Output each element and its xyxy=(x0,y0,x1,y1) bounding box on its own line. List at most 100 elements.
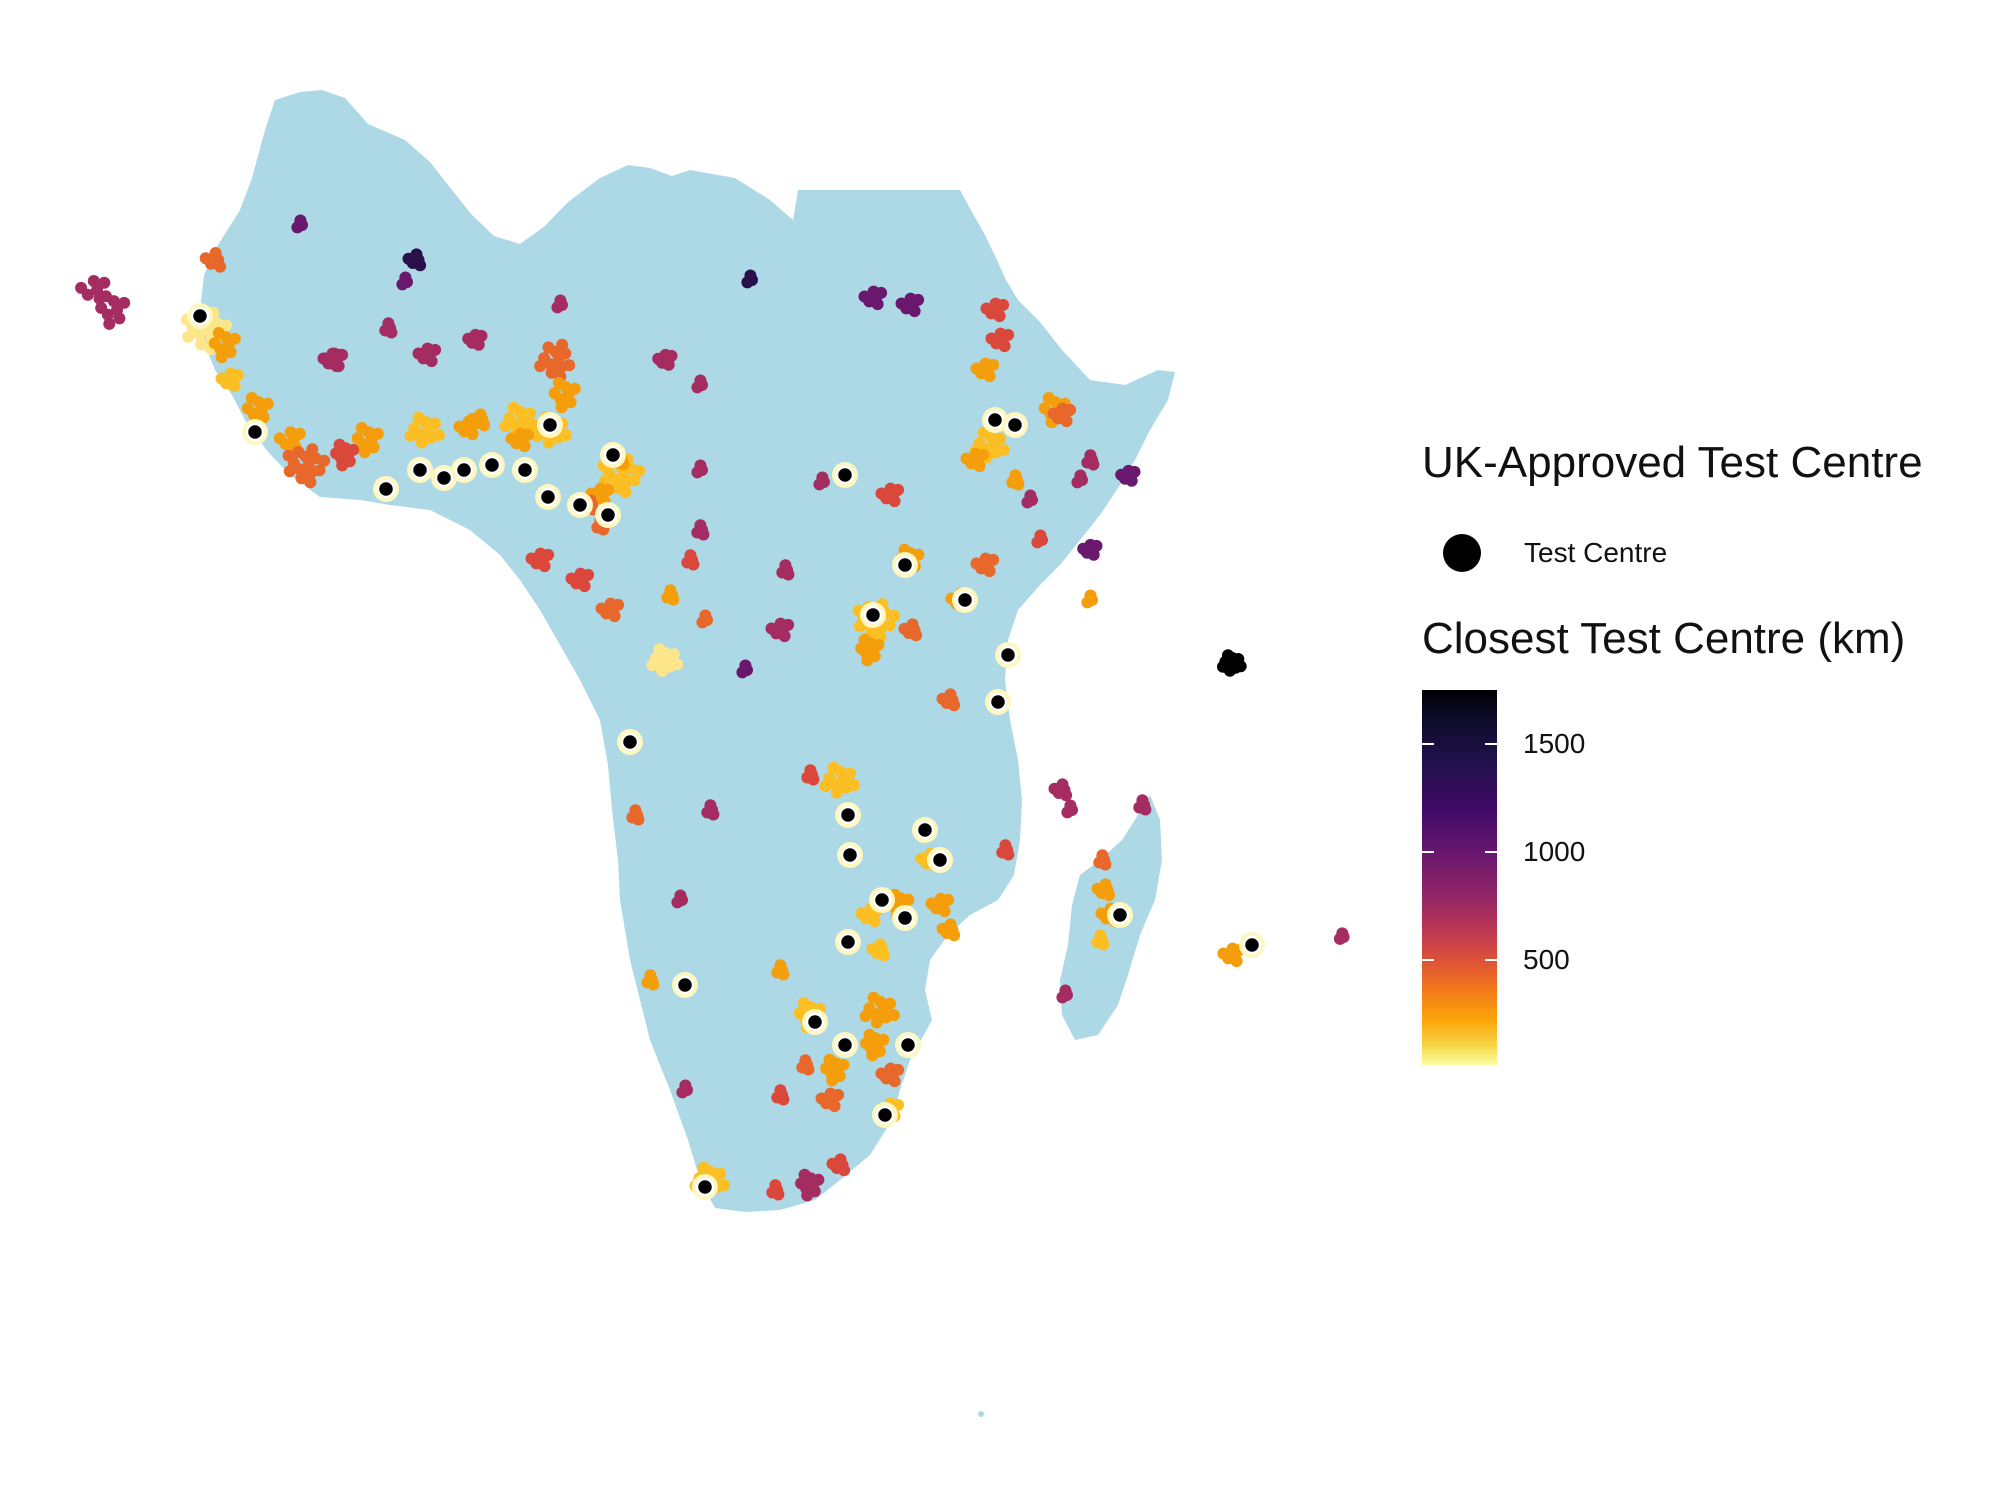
distance-point xyxy=(232,368,245,381)
legend-title-test-centre: UK-Approved Test Centre xyxy=(1422,438,1923,487)
distance-point xyxy=(898,622,911,635)
distance-point xyxy=(644,969,657,982)
test-centre-marker xyxy=(245,422,265,442)
distance-point xyxy=(888,609,901,622)
distance-point xyxy=(653,643,666,656)
distance-point xyxy=(987,553,1000,566)
distance-point xyxy=(802,1063,815,1076)
distance-point xyxy=(667,593,680,606)
test-centre-marker xyxy=(930,850,950,870)
test-centre-marker xyxy=(598,505,618,525)
distance-point xyxy=(475,329,488,342)
test-centre-marker xyxy=(620,732,640,752)
distance-point xyxy=(1096,849,1109,862)
distance-point xyxy=(382,317,395,330)
colorbar xyxy=(1422,690,1497,1065)
distance-point xyxy=(871,298,884,311)
distance-point xyxy=(241,402,254,415)
distance-point xyxy=(358,446,371,459)
distance-point xyxy=(563,359,576,372)
distance-point xyxy=(554,294,567,307)
distance-point xyxy=(466,428,479,441)
distance-point xyxy=(556,338,569,351)
distance-point xyxy=(838,1164,851,1177)
distance-point xyxy=(823,1053,836,1066)
distance-point xyxy=(888,495,901,508)
distance-point xyxy=(774,959,787,972)
distance-point xyxy=(245,392,258,404)
distance-point xyxy=(684,549,697,562)
distance-point xyxy=(983,370,996,383)
distance-point xyxy=(542,341,555,354)
distance-point xyxy=(697,1161,710,1174)
distance-point xyxy=(892,1063,905,1076)
test-centre-marker xyxy=(872,890,892,910)
distance-point xyxy=(866,942,879,955)
distance-point xyxy=(980,302,993,315)
distance-point xyxy=(994,432,1006,445)
distance-point xyxy=(332,360,345,373)
distance-point xyxy=(470,416,483,429)
distance-point xyxy=(1077,542,1090,555)
colorbar-label-1000: 1000 xyxy=(1523,836,1586,867)
distance-point xyxy=(895,297,908,310)
distance-point xyxy=(859,1010,872,1022)
distance-point xyxy=(744,269,757,282)
distance-point xyxy=(578,580,591,593)
distance-point xyxy=(1136,794,1149,807)
distance-point xyxy=(629,804,642,817)
distance-point xyxy=(999,839,1012,852)
distance-point xyxy=(884,997,896,1010)
distance-point xyxy=(948,929,961,942)
distance-point xyxy=(656,664,669,677)
test-centre-marker xyxy=(898,1035,918,1055)
distance-point xyxy=(1024,489,1037,502)
distance-point xyxy=(602,483,615,496)
distance-point xyxy=(1090,539,1103,552)
distance-point xyxy=(210,316,223,329)
distance-point xyxy=(568,382,581,395)
distance-point xyxy=(797,997,810,1009)
distance-point xyxy=(1074,469,1087,482)
distance-point xyxy=(816,471,829,484)
distance-point xyxy=(1084,589,1097,602)
distance-point xyxy=(261,397,274,410)
distance-point xyxy=(505,432,518,445)
test-centre-marker xyxy=(675,975,695,995)
colorbar-label-500: 500 xyxy=(1523,944,1570,975)
distance-point xyxy=(970,362,983,375)
distance-point xyxy=(998,340,1011,353)
distance-point xyxy=(215,372,228,385)
distance-point xyxy=(777,968,790,981)
distance-point xyxy=(347,443,360,456)
distance-point xyxy=(118,296,131,309)
distance-point xyxy=(534,360,547,373)
distance-point xyxy=(1091,882,1104,895)
distance-point xyxy=(98,276,111,289)
test-centre-marker xyxy=(985,410,1005,430)
distance-point xyxy=(1012,478,1025,491)
distance-point xyxy=(1059,984,1072,997)
distance-point xyxy=(977,448,990,461)
distance-point xyxy=(1222,649,1234,662)
distance-point xyxy=(828,1100,841,1113)
distance-point xyxy=(525,552,538,565)
distance-point xyxy=(870,1016,883,1029)
distance-point xyxy=(704,799,717,812)
legend-test-centre-label: Test Centre xyxy=(1524,537,1668,568)
distance-point xyxy=(707,808,720,821)
distance-point xyxy=(385,326,398,339)
distance-point xyxy=(95,301,108,314)
distance-point xyxy=(1217,947,1230,960)
distance-point xyxy=(294,214,307,227)
distance-point xyxy=(798,1168,811,1181)
distance-point xyxy=(799,1054,812,1067)
distance-point xyxy=(87,275,100,287)
distance-point xyxy=(399,271,412,284)
distance-point xyxy=(908,305,921,318)
distance-point xyxy=(782,568,795,581)
distance-point xyxy=(499,420,512,432)
distance-point xyxy=(875,1067,888,1080)
distance-point xyxy=(1064,403,1077,416)
distance-point xyxy=(878,949,891,962)
